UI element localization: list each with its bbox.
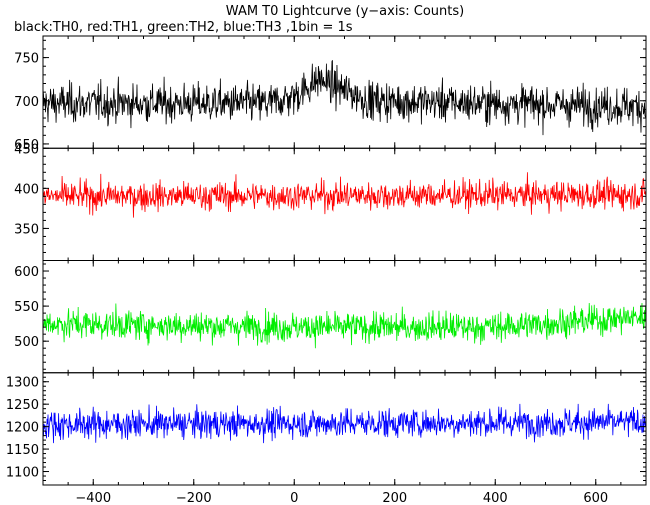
chart-title: WAM T0 Lightcurve (y−axis: Counts) [226, 4, 464, 19]
y-tick-label: 1300 [6, 376, 39, 391]
panel-th2: 500 550 600 [14, 260, 647, 374]
x-tick-label: 0 [290, 491, 298, 505]
x-tick-label: −200 [176, 491, 212, 505]
panel-th0: 650 700 750 [14, 35, 647, 153]
series-line-th0 [43, 60, 646, 136]
y-tick-label: 600 [14, 265, 39, 280]
y-tick-label: 1150 [6, 443, 39, 458]
y-tick-label: 400 [14, 182, 39, 197]
y-tick-label: 650 [14, 138, 39, 153]
series-line-th2 [43, 302, 646, 349]
series-line-th1 [43, 172, 646, 218]
series-line-th3 [43, 403, 646, 444]
chart-subtitle: black:TH0, red:TH1, green:TH2, blue:TH3 … [14, 20, 353, 35]
x-tick-label: 400 [483, 491, 508, 505]
x-tick-label: 200 [382, 491, 407, 505]
y-tick-label: 550 [14, 300, 39, 315]
x-axis: −400 −200 0 200 400 600 [75, 491, 608, 505]
y-tick-label: 1200 [6, 421, 39, 436]
y-tick-label: 700 [14, 95, 39, 110]
x-tick-label: −400 [75, 491, 111, 505]
panel-frame [42, 260, 647, 374]
y-tick-label: 1100 [6, 466, 39, 481]
panel-th3: 1100 1150 1200 1250 1300 [6, 372, 647, 486]
y-tick-label: 500 [14, 335, 39, 350]
panels-group: 6507007503504004505005506001100115012001… [6, 35, 647, 486]
y-tick-label: 350 [14, 222, 39, 237]
y-tick-label: 1250 [6, 398, 39, 413]
y-tick-label: 450 [14, 142, 39, 157]
panel-th1: 350 400 450 [14, 142, 647, 261]
y-tick-label: 750 [14, 52, 39, 67]
x-tick-label: 600 [583, 491, 608, 505]
